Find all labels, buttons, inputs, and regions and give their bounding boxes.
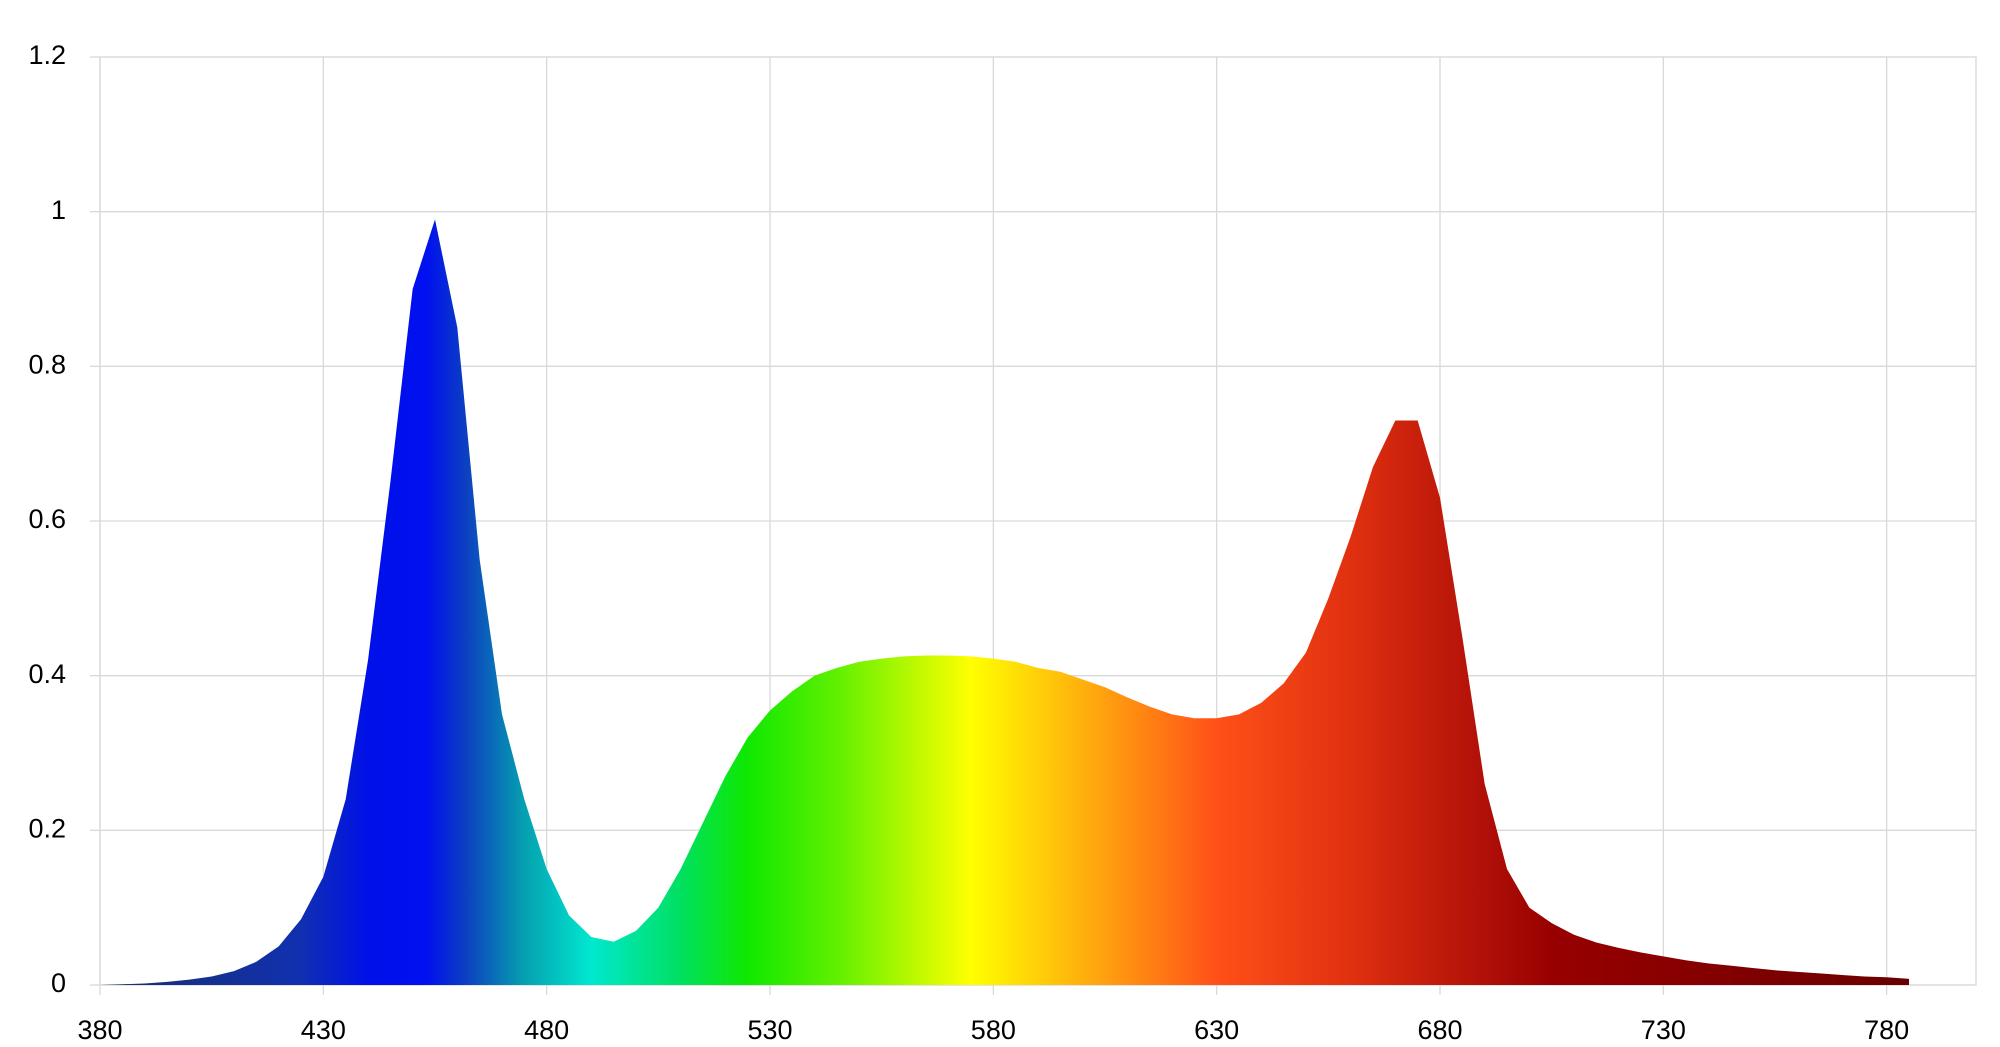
x-tick-label: 530: [747, 1015, 792, 1045]
y-tick-label: 1: [51, 195, 66, 225]
x-tick-label: 480: [524, 1015, 569, 1045]
y-tick-label: 0.2: [28, 813, 66, 843]
y-tick-label: 0: [51, 968, 66, 998]
y-tick-label: 0.6: [28, 504, 66, 534]
y-tick-label: 1.2: [28, 40, 66, 70]
x-tick-label: 730: [1641, 1015, 1686, 1045]
x-tick-label: 380: [77, 1015, 122, 1045]
x-tick-label: 680: [1417, 1015, 1462, 1045]
y-tick-label: 0.8: [28, 349, 66, 379]
x-tick-label: 780: [1864, 1015, 1909, 1045]
y-tick-label: 0.4: [28, 659, 66, 689]
spectrum-area: [100, 219, 1909, 985]
x-tick-label: 580: [971, 1015, 1016, 1045]
x-tick-label: 630: [1194, 1015, 1239, 1045]
x-tick-label: 430: [301, 1015, 346, 1045]
